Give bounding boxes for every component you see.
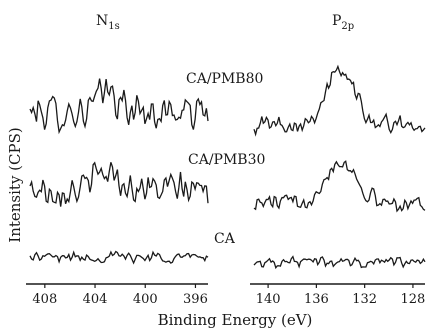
sample-label-ca-pmb80: CA/PMB80 — [186, 71, 263, 87]
n1s-x-ticks: 408 404 400 396 — [32, 284, 208, 307]
p2p-spectra — [253, 64, 426, 270]
x-axis-title: Binding Energy (eV) — [158, 311, 313, 329]
p2p-x-tick-label: 128 — [401, 292, 426, 307]
n1s-series-ca-pmb80 — [29, 78, 209, 135]
p2p-series-ca-pmb30 — [253, 160, 426, 213]
p2p-series-ca-pmb80 — [253, 64, 426, 137]
n1s-series-ca-pmb30 — [29, 161, 209, 207]
n1s-x-tick-label: 400 — [133, 292, 158, 307]
n1s-x-tick-label: 396 — [183, 292, 208, 307]
n1s-series-ca — [29, 250, 209, 265]
y-axis-title: Intensity (CPS) — [6, 127, 24, 242]
sample-label-ca: CA — [214, 231, 236, 247]
p2p-series-ca — [253, 255, 426, 270]
n1s-x-tick-label: 404 — [83, 292, 108, 307]
p2p-panel-title: P2p — [332, 13, 354, 32]
p2p-x-tick-label: 132 — [352, 292, 377, 307]
p2p-x-tick-label: 136 — [304, 292, 329, 307]
n1s-spectra — [29, 78, 209, 265]
n1s-panel-title: N1s — [96, 13, 120, 32]
p2p-x-tick-label: 140 — [256, 292, 281, 307]
n1s-x-tick-label: 408 — [32, 292, 57, 307]
p2p-x-ticks: 140 136 132 128 — [256, 284, 426, 307]
sample-label-ca-pmb30: CA/PMB30 — [188, 152, 265, 168]
